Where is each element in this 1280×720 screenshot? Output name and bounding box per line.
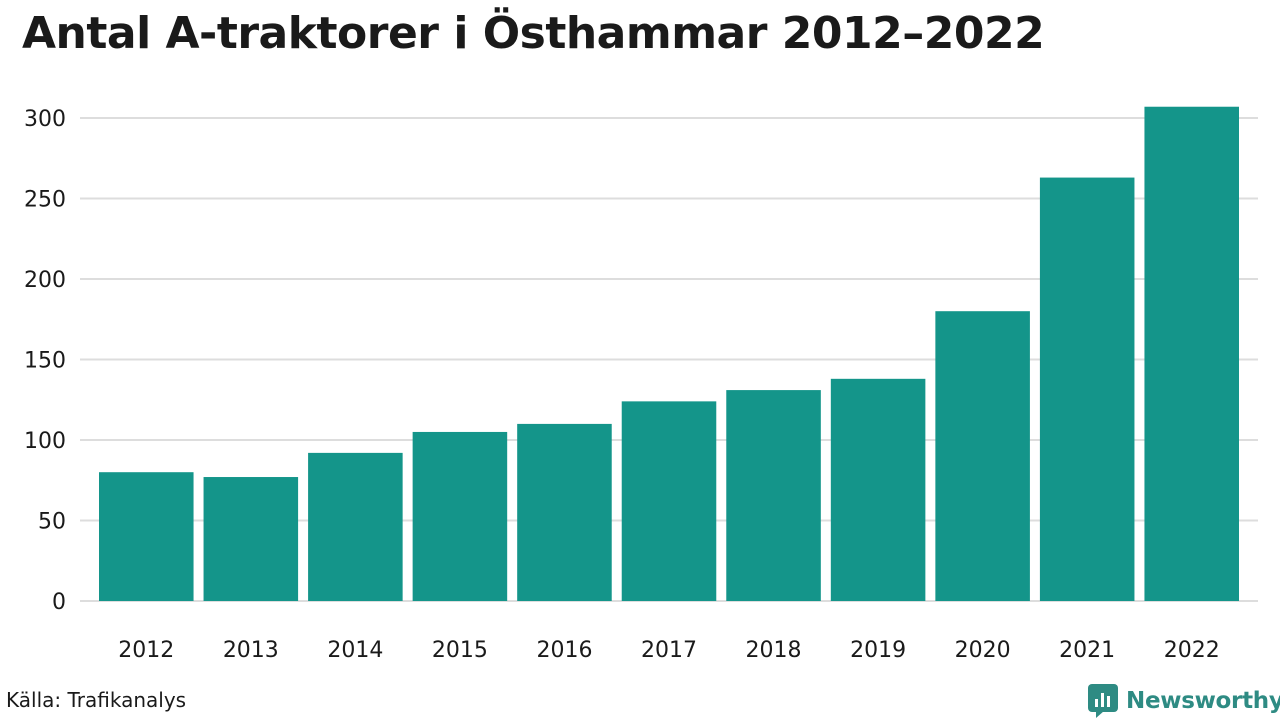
bar — [935, 311, 1030, 601]
bar — [99, 472, 194, 601]
x-tick-label: 2020 — [955, 638, 1011, 663]
y-tick-label: 100 — [24, 429, 66, 454]
x-tick-label: 2016 — [536, 638, 592, 663]
y-tick-label: 200 — [24, 268, 66, 293]
x-tick-label: 2014 — [327, 638, 383, 663]
brand-name: Newsworthy — [1126, 688, 1280, 714]
brand-logo: Newsworthy — [1088, 684, 1280, 718]
bar — [830, 378, 926, 601]
bar — [621, 401, 717, 601]
chart-title: Antal A-traktorer i Östhammar 2012–2022 — [22, 8, 1045, 59]
bar — [726, 390, 821, 601]
y-tick-label: 150 — [24, 349, 66, 374]
x-tick-label: 2021 — [1059, 638, 1115, 663]
source-note: Källa: Trafikanalys — [6, 688, 187, 712]
bar — [412, 431, 508, 601]
y-tick-label: 0 — [52, 590, 66, 615]
x-tick-label: 2015 — [432, 638, 488, 663]
bar — [1144, 106, 1239, 601]
x-tick-label: 2019 — [850, 638, 906, 663]
x-tick-label: 2017 — [641, 638, 697, 663]
x-tick-label: 2012 — [118, 638, 174, 663]
bar-chart: 0 50 100 150 200 250 300 2012 2013 2014 2015 2016 20… — [24, 106, 1258, 663]
x-tick-label: 2022 — [1164, 638, 1220, 663]
x-tick-label: 2018 — [746, 638, 802, 663]
newsworthy-logo-icon — [1088, 684, 1118, 718]
x-tick-label: 2013 — [223, 638, 279, 663]
y-tick-label: 50 — [38, 510, 66, 535]
y-tick-label: 300 — [24, 107, 66, 132]
bar — [1039, 177, 1135, 601]
bar — [203, 477, 299, 601]
bar — [517, 423, 612, 601]
bar — [308, 452, 403, 601]
y-tick-label: 250 — [24, 188, 66, 213]
